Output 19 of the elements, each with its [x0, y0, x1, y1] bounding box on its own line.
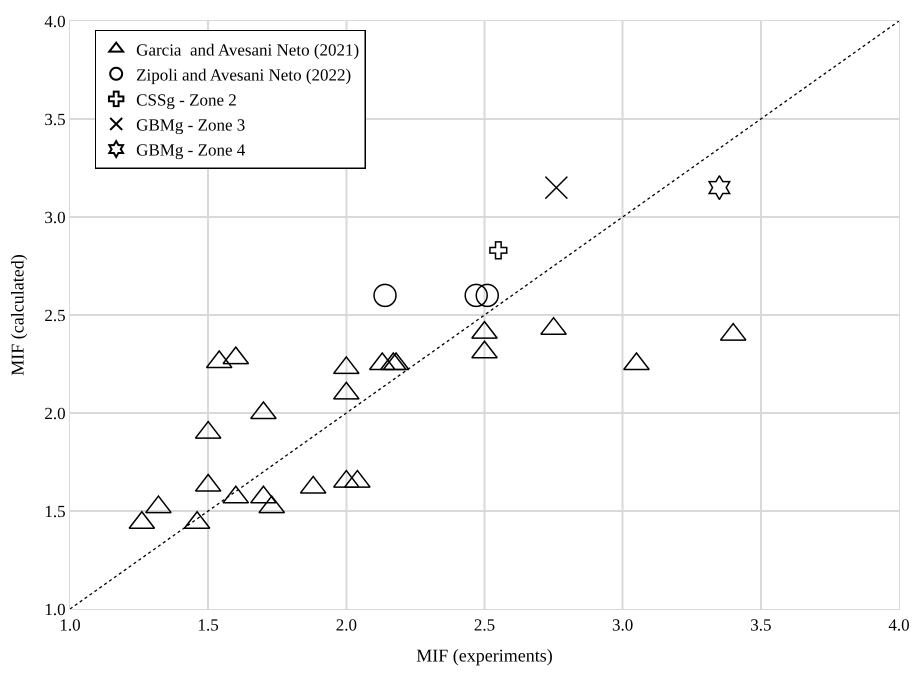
y-tick-label: 3.5 [44, 110, 66, 129]
y-tick-label: 2.0 [44, 404, 66, 423]
x-tick-label: 2.0 [336, 615, 357, 634]
y-tick-label: 4.0 [44, 12, 66, 31]
x-tick-label: 1.5 [198, 615, 219, 634]
legend-label: CSSg - Zone 2 [136, 90, 237, 110]
legend-label: GBMg - Zone 4 [136, 140, 246, 160]
y-axis-title: MIF (calculated) [8, 254, 28, 376]
legend-label: Zipoli and Avesani Neto (2022) [136, 65, 352, 84]
y-tick-label: 2.5 [44, 306, 66, 325]
x-tick-label: 3.0 [612, 615, 634, 634]
legend-label: Garcia and Avesani Neto (2021) [136, 40, 360, 60]
x-tick-label: 2.5 [474, 615, 496, 634]
x-tick-label: 4.0 [888, 615, 910, 634]
x-tick-label: 3.5 [750, 615, 772, 634]
y-tick-label: 3.0 [44, 208, 66, 227]
legend-label: GBMg - Zone 3 [136, 116, 246, 135]
x-axis-title: MIF (experiments) [416, 646, 553, 666]
y-tick-label: 1.5 [44, 502, 66, 521]
